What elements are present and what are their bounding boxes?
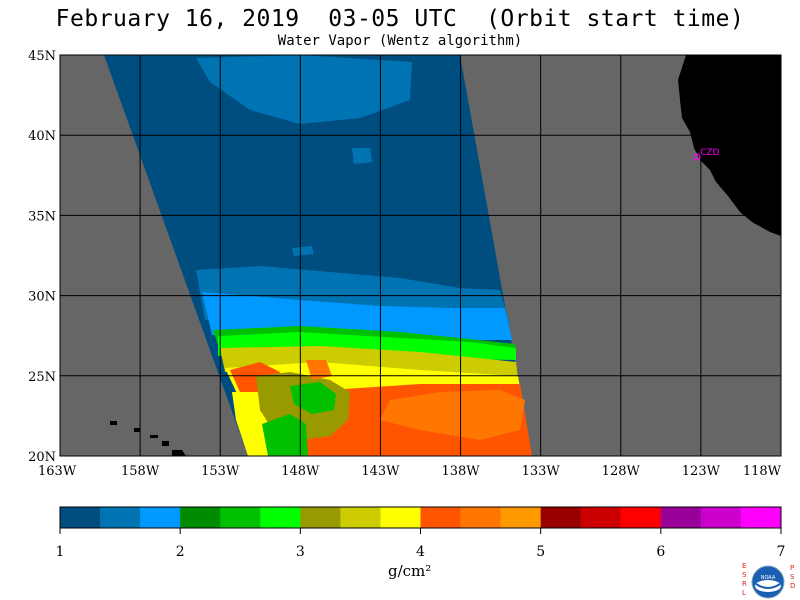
colorbar-swatch [260,507,301,528]
lon-label: 118W [743,464,782,479]
lon-label: 148W [281,464,320,479]
map-title: February 16, 2019 03-05 UTC (Orbit start… [55,6,745,32]
logo-letter-r: R [742,580,747,588]
logo-letter-l: L [742,589,746,597]
lat-lon-grid [60,55,781,456]
station-label: CZD [700,148,719,158]
swath-orange-center [306,360,332,380]
lon-label: 158W [121,464,160,479]
swath-blue-north [196,55,412,124]
swath-green-sw [262,414,308,456]
colorbar-swatch [420,507,462,528]
lon-label: 128W [602,464,641,479]
station-marker [693,153,701,161]
lon-label: 153W [201,464,240,479]
colorbar-swatch [620,507,662,528]
colorbar-tick-label: 3 [296,544,305,560]
colorbar-swatch [660,507,702,528]
colorbar-swatch [220,507,261,528]
lat-label: 20N [28,450,56,465]
map-frame [59,54,782,457]
colorbar-swatch [540,507,582,528]
colorbar [59,506,782,529]
colorbar-tick-label: 4 [416,544,425,560]
colorbar-swatch [740,507,782,528]
colorbar-swatch [460,507,502,528]
lon-label: 123W [682,464,721,479]
island-maui [162,441,169,446]
lat-label: 40N [28,129,56,144]
colorbar-tick-label: 1 [56,544,65,560]
island-molokai [150,435,158,438]
swath-green-center [290,382,336,414]
island-oahu [134,428,140,432]
colorbar-swatch [380,507,421,528]
longitude-labels: 163W 158W 153W 148W 143W 138W 133W 128W 123W 118W [38,464,782,479]
logo-letter-e: E [742,562,746,570]
colorbar-swatch [140,507,181,528]
colorbar-tick-label: 2 [176,544,185,560]
colorbar-swatch [580,507,622,528]
lat-label: 45N [28,49,56,64]
lat-label: 35N [28,209,56,224]
swath-blue-spot-2 [292,246,314,256]
lat-label: 30N [28,290,56,305]
colorbar-swatch [300,507,341,528]
noaa-logo: NOAA E S R L P S D [742,562,795,599]
logo-letter-d: D [790,582,795,590]
colorbar-swatch [500,507,542,528]
colorbar-swatch [180,507,221,528]
colorbar-tick-label: 5 [536,544,545,560]
lon-label: 138W [441,464,480,479]
island-hawaii [172,450,186,456]
lat-label: 25N [28,370,56,385]
logo-letter-s: S [742,571,747,579]
lon-label: 133W [522,464,561,479]
colorbar-swatch [100,507,141,528]
logo-letter-p: P [790,564,794,572]
colorbar-ticks: 1 2 3 4 5 6 7 [56,528,786,560]
lon-label: 143W [361,464,400,479]
colorbar-swatch [60,507,101,528]
latitude-labels: 45N 40N 35N 30N 25N 20N [28,49,56,465]
lon-label: 163W [38,464,77,479]
colorbar-tick-label: 6 [656,544,665,560]
swath-blue-spot [352,148,372,164]
island-kauai [110,421,117,425]
colorbar-swatch [340,507,381,528]
noaa-logo-text: NOAA [761,575,776,581]
colorbar-unit: g/cm² [388,562,432,580]
colorbar-swatch [700,507,742,528]
map-subtitle: Water Vapor (Wentz algorithm) [277,33,523,49]
land-north-america [678,55,781,236]
logo-letter-s2: S [790,573,795,581]
swath-orange-light [380,390,525,440]
colorbar-tick-label: 7 [777,544,786,560]
